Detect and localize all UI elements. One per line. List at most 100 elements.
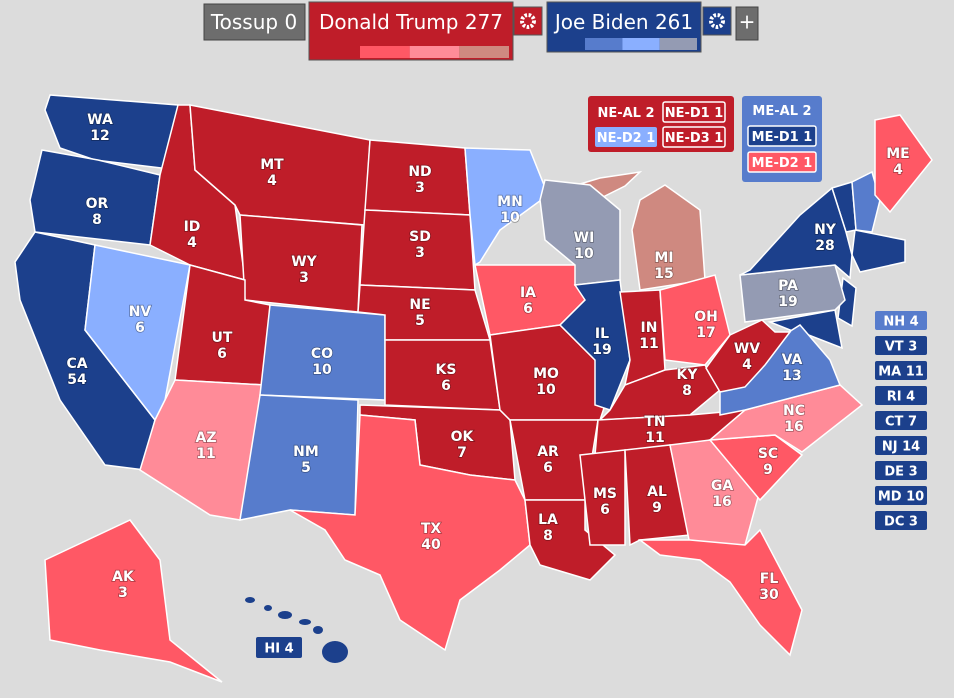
box-abbr: ME-D2: [752, 156, 799, 171]
states: WA12OR8CA54NV6ID4MT4WY3UT6AZ11CO10NM5ND3…: [14, 94, 933, 683]
state-abbr: CA: [66, 356, 87, 372]
state-box[interactable]: [747, 125, 817, 147]
state-abbr: AL: [647, 484, 667, 500]
state-abbr: UT: [212, 330, 233, 346]
box-abbr: MD: [878, 489, 902, 504]
state-box[interactable]: [875, 361, 927, 380]
box-label: NJ 14: [882, 439, 920, 454]
state-abbr: MT: [260, 157, 284, 173]
state-abbr: TX: [421, 521, 442, 537]
state-abbr: MI: [654, 250, 673, 266]
state-abbr: SC: [758, 446, 778, 462]
tossup-votes: 0: [284, 10, 297, 34]
state-box[interactable]: [256, 637, 302, 658]
state-shape[interactable]: [624, 444, 691, 547]
state-shape[interactable]: [874, 114, 933, 214]
state-box[interactable]: [748, 100, 816, 120]
candidate-label: Joe Biden 261: [553, 10, 693, 34]
state-abbr: NC: [783, 403, 805, 419]
tossup-label: Tossup 0: [210, 10, 297, 34]
state-abbr: AK: [112, 569, 135, 585]
box-abbr: CT: [885, 414, 904, 429]
state-abbr: VA: [782, 352, 803, 368]
state-shape[interactable]: [44, 519, 223, 683]
shade-bar: [659, 38, 697, 50]
box-abbr: NE-AL: [597, 106, 641, 121]
state-shape[interactable]: [705, 319, 792, 393]
state-shape[interactable]: [579, 449, 626, 546]
state-abbr: ND: [408, 164, 431, 180]
box-label: NE-D3 1: [665, 131, 724, 146]
state-votes: 12: [90, 128, 109, 144]
state-votes: 15: [654, 266, 673, 282]
state-abbr: AR: [537, 444, 559, 460]
state-votes: 10: [574, 246, 594, 262]
state-box[interactable]: [662, 126, 726, 148]
state-box[interactable]: [875, 436, 927, 455]
gear-icon: [709, 13, 725, 29]
state-abbr: NY: [814, 222, 837, 238]
state-shape[interactable]: [739, 186, 853, 280]
box-abbr: VT: [885, 339, 904, 354]
state-votes: 6: [441, 378, 451, 394]
box-votes: 1: [714, 131, 723, 146]
state-votes: 6: [217, 346, 227, 362]
state-votes: 10: [312, 362, 332, 378]
state-votes: 9: [652, 500, 662, 516]
state-box[interactable]: [747, 151, 817, 173]
state-votes: 5: [415, 313, 425, 329]
box-votes: 2: [803, 104, 812, 119]
state-box[interactable]: [875, 411, 927, 430]
box-votes: 3: [909, 464, 918, 479]
state-box[interactable]: [875, 511, 927, 530]
state-box[interactable]: [595, 102, 657, 122]
settings-button[interactable]: [702, 6, 732, 36]
box-label: NE-D1 1: [665, 106, 724, 121]
state-box[interactable]: [875, 386, 927, 405]
state-votes: 17: [696, 325, 715, 341]
box-label: ME-D2 1: [752, 156, 813, 171]
state-votes: 28: [815, 238, 834, 254]
state-box[interactable]: [875, 336, 927, 355]
box-label: NH 4: [883, 314, 918, 329]
tossup-box: [203, 3, 306, 41]
box-abbr: MA: [878, 364, 901, 379]
state-abbr: CO: [311, 346, 333, 362]
add-button[interactable]: [735, 6, 759, 41]
state-box[interactable]: [875, 311, 927, 330]
state-votes: 6: [543, 460, 553, 476]
box-abbr: DE: [884, 464, 904, 479]
state-votes: 19: [592, 342, 611, 358]
state-box[interactable]: [662, 101, 726, 123]
state-abbr: IL: [595, 326, 609, 342]
state-box[interactable]: [875, 486, 927, 505]
state-votes: 10: [500, 210, 520, 226]
state-votes: 4: [187, 235, 197, 251]
add-label: +: [739, 10, 756, 34]
state-shape[interactable]: [659, 274, 731, 366]
state-votes: 3: [415, 180, 425, 196]
state-abbr: WV: [734, 341, 760, 357]
state-abbr: WA: [87, 112, 113, 128]
settings-button[interactable]: [513, 6, 543, 36]
state-shape[interactable]: [637, 528, 803, 657]
state-box[interactable]: [595, 127, 657, 147]
state-votes: 8: [682, 383, 692, 399]
box-abbr: RI: [887, 389, 902, 404]
state-shape[interactable]: [464, 147, 549, 267]
state-shape[interactable]: [669, 439, 761, 546]
box-votes: 4: [906, 389, 915, 404]
box-votes: 2: [646, 106, 655, 121]
box-votes: 11: [906, 364, 924, 379]
box-label: ME-AL 2: [752, 104, 811, 119]
state-votes: 11: [639, 336, 658, 352]
box-abbr: ME-D1: [752, 130, 799, 145]
box-votes: 1: [803, 156, 812, 171]
candidate-votes: 261: [655, 10, 693, 34]
box-abbr: NJ: [882, 439, 898, 454]
new-england: [851, 229, 906, 273]
state-votes: 9: [763, 462, 773, 478]
state-box[interactable]: [875, 461, 927, 480]
box-abbr: DC: [884, 514, 904, 529]
